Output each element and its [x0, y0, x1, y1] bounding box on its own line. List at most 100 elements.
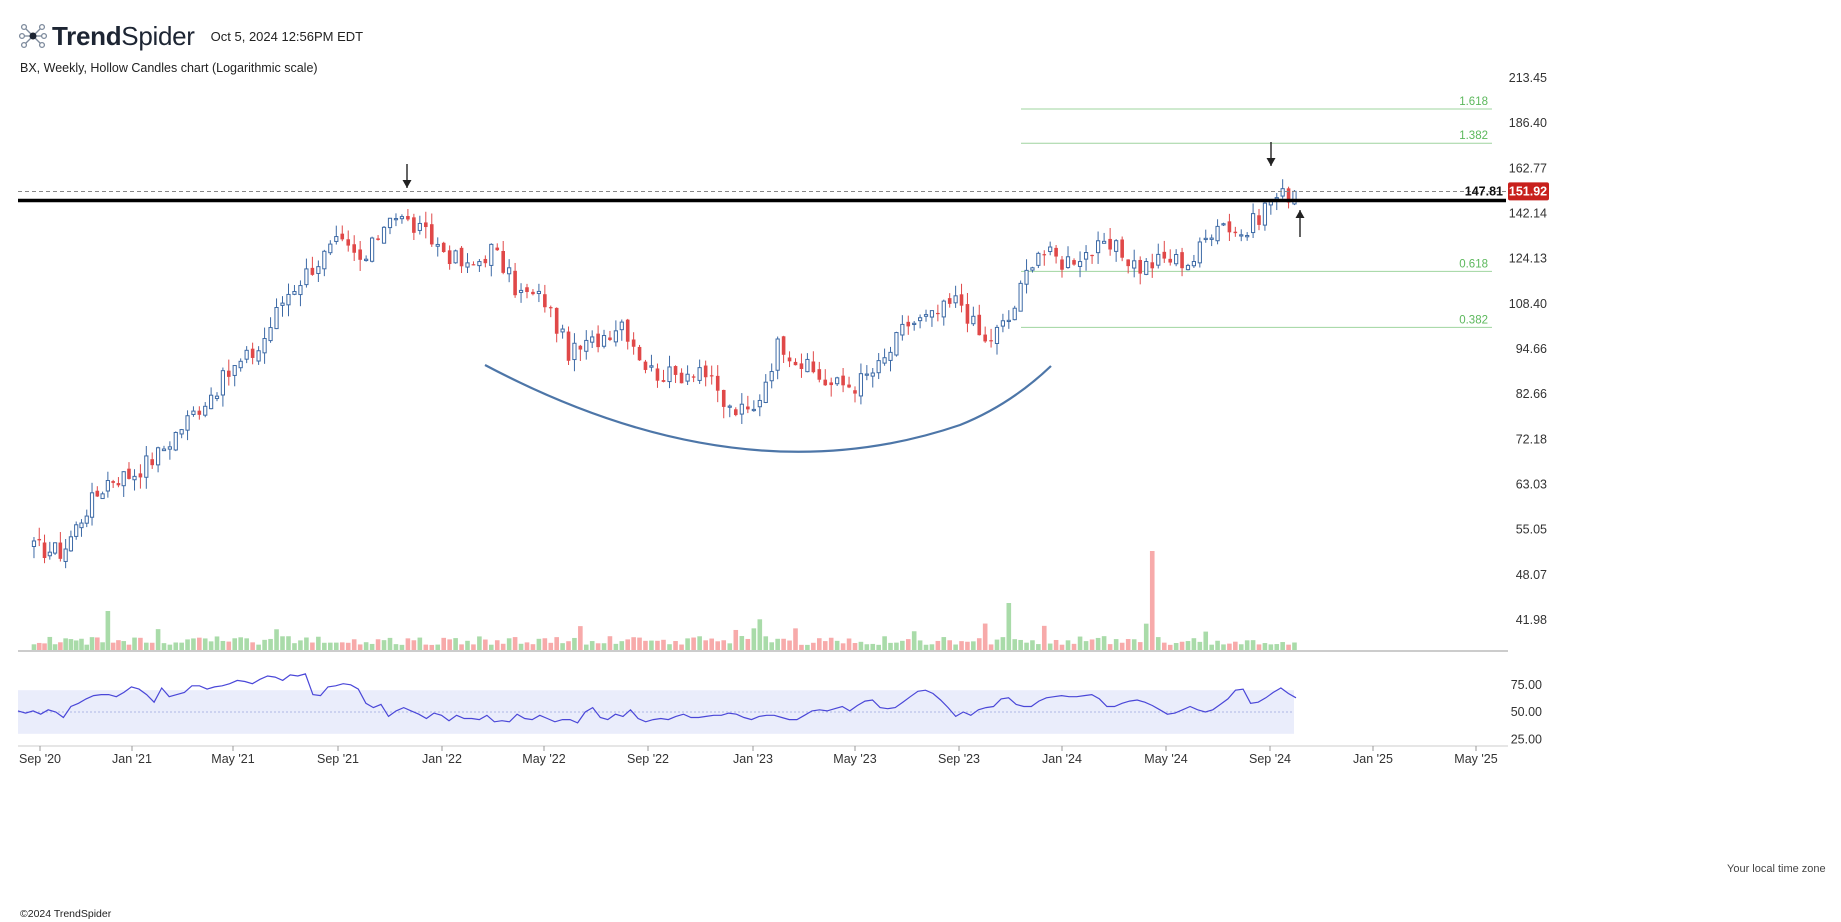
volume-bar [691, 637, 696, 651]
volume-bar [1000, 637, 1006, 651]
candle-body-up [912, 322, 917, 325]
volume-bar [1215, 640, 1220, 651]
candle-body-down [1054, 247, 1058, 257]
volume-bar [1036, 644, 1041, 651]
candle-body-down [721, 389, 726, 407]
volume-bar [144, 642, 149, 651]
volume-bar [100, 642, 105, 651]
candle-body-up [941, 300, 946, 318]
volume-bar [185, 639, 190, 651]
candle-body-up [769, 371, 774, 382]
candle-body-down [1180, 252, 1184, 269]
volume-bar [655, 640, 660, 651]
volume-bar [822, 641, 828, 651]
candle-body-up [1209, 237, 1214, 240]
candle-body-up [1036, 252, 1041, 266]
candle-body-down [679, 372, 684, 384]
copyright-footer: ©2024 TrendSpider [20, 908, 112, 920]
volume-bar [530, 644, 536, 651]
volume-bar [1209, 644, 1214, 651]
fibonacci-levels: 1.618 1.382 0.618 0.382 [1021, 96, 1492, 328]
volume-bar [179, 642, 184, 651]
timezone-note: Your local time zone [1727, 863, 1826, 875]
candle-body-down [495, 247, 500, 251]
volume-bar [1119, 642, 1125, 651]
volume-bar [601, 643, 607, 651]
candle-body-up [232, 365, 237, 376]
volume-bar [864, 644, 870, 651]
candle-body-down [42, 542, 47, 558]
volume-bar [280, 636, 285, 651]
candle-body-down [906, 321, 911, 327]
candle-body-up [203, 405, 208, 416]
volume-bar [817, 638, 822, 651]
volume-bar [1179, 641, 1185, 651]
volume-bar [316, 636, 321, 651]
volume-bar [167, 644, 173, 651]
candle-body-up [601, 335, 607, 347]
volume-bar [339, 642, 345, 651]
rsi-line [17, 673, 1297, 724]
time-axis-tick-label: Sep '24 [1249, 752, 1291, 766]
volume-bar [643, 640, 648, 651]
volume-bar [441, 637, 446, 651]
brand-suffix: Spider [121, 20, 195, 51]
volume-bar [387, 637, 393, 651]
candle-body-down [376, 238, 380, 240]
candle-body-up [888, 351, 893, 361]
volume-bar [1227, 643, 1232, 651]
volume-bar [155, 629, 161, 651]
candle-body-up [929, 310, 935, 318]
candle-body-down [829, 382, 833, 386]
volume-bar [811, 642, 816, 651]
volume-bar [310, 642, 315, 651]
candle-body-up [334, 236, 339, 242]
volume-bar [524, 642, 530, 651]
volume-bar [971, 641, 976, 651]
volume-bar [781, 638, 786, 651]
volume-bar [512, 637, 518, 651]
volume-bar [1250, 640, 1256, 651]
volume-bar [661, 639, 666, 651]
volume-bar [286, 636, 291, 651]
volume-bar [1143, 623, 1149, 651]
candle-body-down [531, 291, 535, 295]
volume-bar [1131, 639, 1137, 651]
candle-body-down [37, 538, 42, 541]
candle-body-up [1083, 252, 1089, 260]
candle-body-down [406, 216, 410, 220]
price-axis-tick: 63.03 [1516, 478, 1547, 492]
price-axis-tick: 186.40 [1509, 116, 1547, 130]
volume-bar [453, 638, 458, 651]
volume-bar [1173, 643, 1179, 651]
candle-body-up [1274, 197, 1279, 200]
time-axis-tick-label: Sep '21 [317, 752, 359, 766]
time-axis-tick-label: May '24 [1144, 752, 1187, 766]
volume-bar [905, 639, 911, 651]
candle-body-up [1215, 225, 1220, 242]
volume-bar [132, 637, 137, 651]
volume-bar [369, 643, 375, 651]
volume-bar [637, 637, 642, 651]
volume-bar [739, 636, 745, 651]
volume-bar [73, 640, 79, 651]
candle-body-down [637, 346, 642, 361]
annotation-arrow-head [402, 180, 412, 188]
volume-bar [381, 640, 387, 651]
candle-body-down [811, 361, 816, 373]
candle-body-up [381, 226, 387, 244]
last-price-badge [1508, 182, 1549, 201]
volume-bar [793, 628, 798, 651]
volume-bar [417, 637, 423, 651]
time-axis-tick-label: Jan '22 [422, 752, 462, 766]
volume-bar [589, 641, 595, 651]
volume-bar [116, 640, 121, 651]
candle-body-down [513, 270, 517, 296]
volume-bar [1262, 643, 1268, 651]
volume-bar [191, 638, 196, 651]
volume-bar [268, 638, 273, 651]
volume-bar [447, 639, 452, 651]
volume-bar [548, 642, 554, 651]
volume-bar [429, 644, 435, 651]
